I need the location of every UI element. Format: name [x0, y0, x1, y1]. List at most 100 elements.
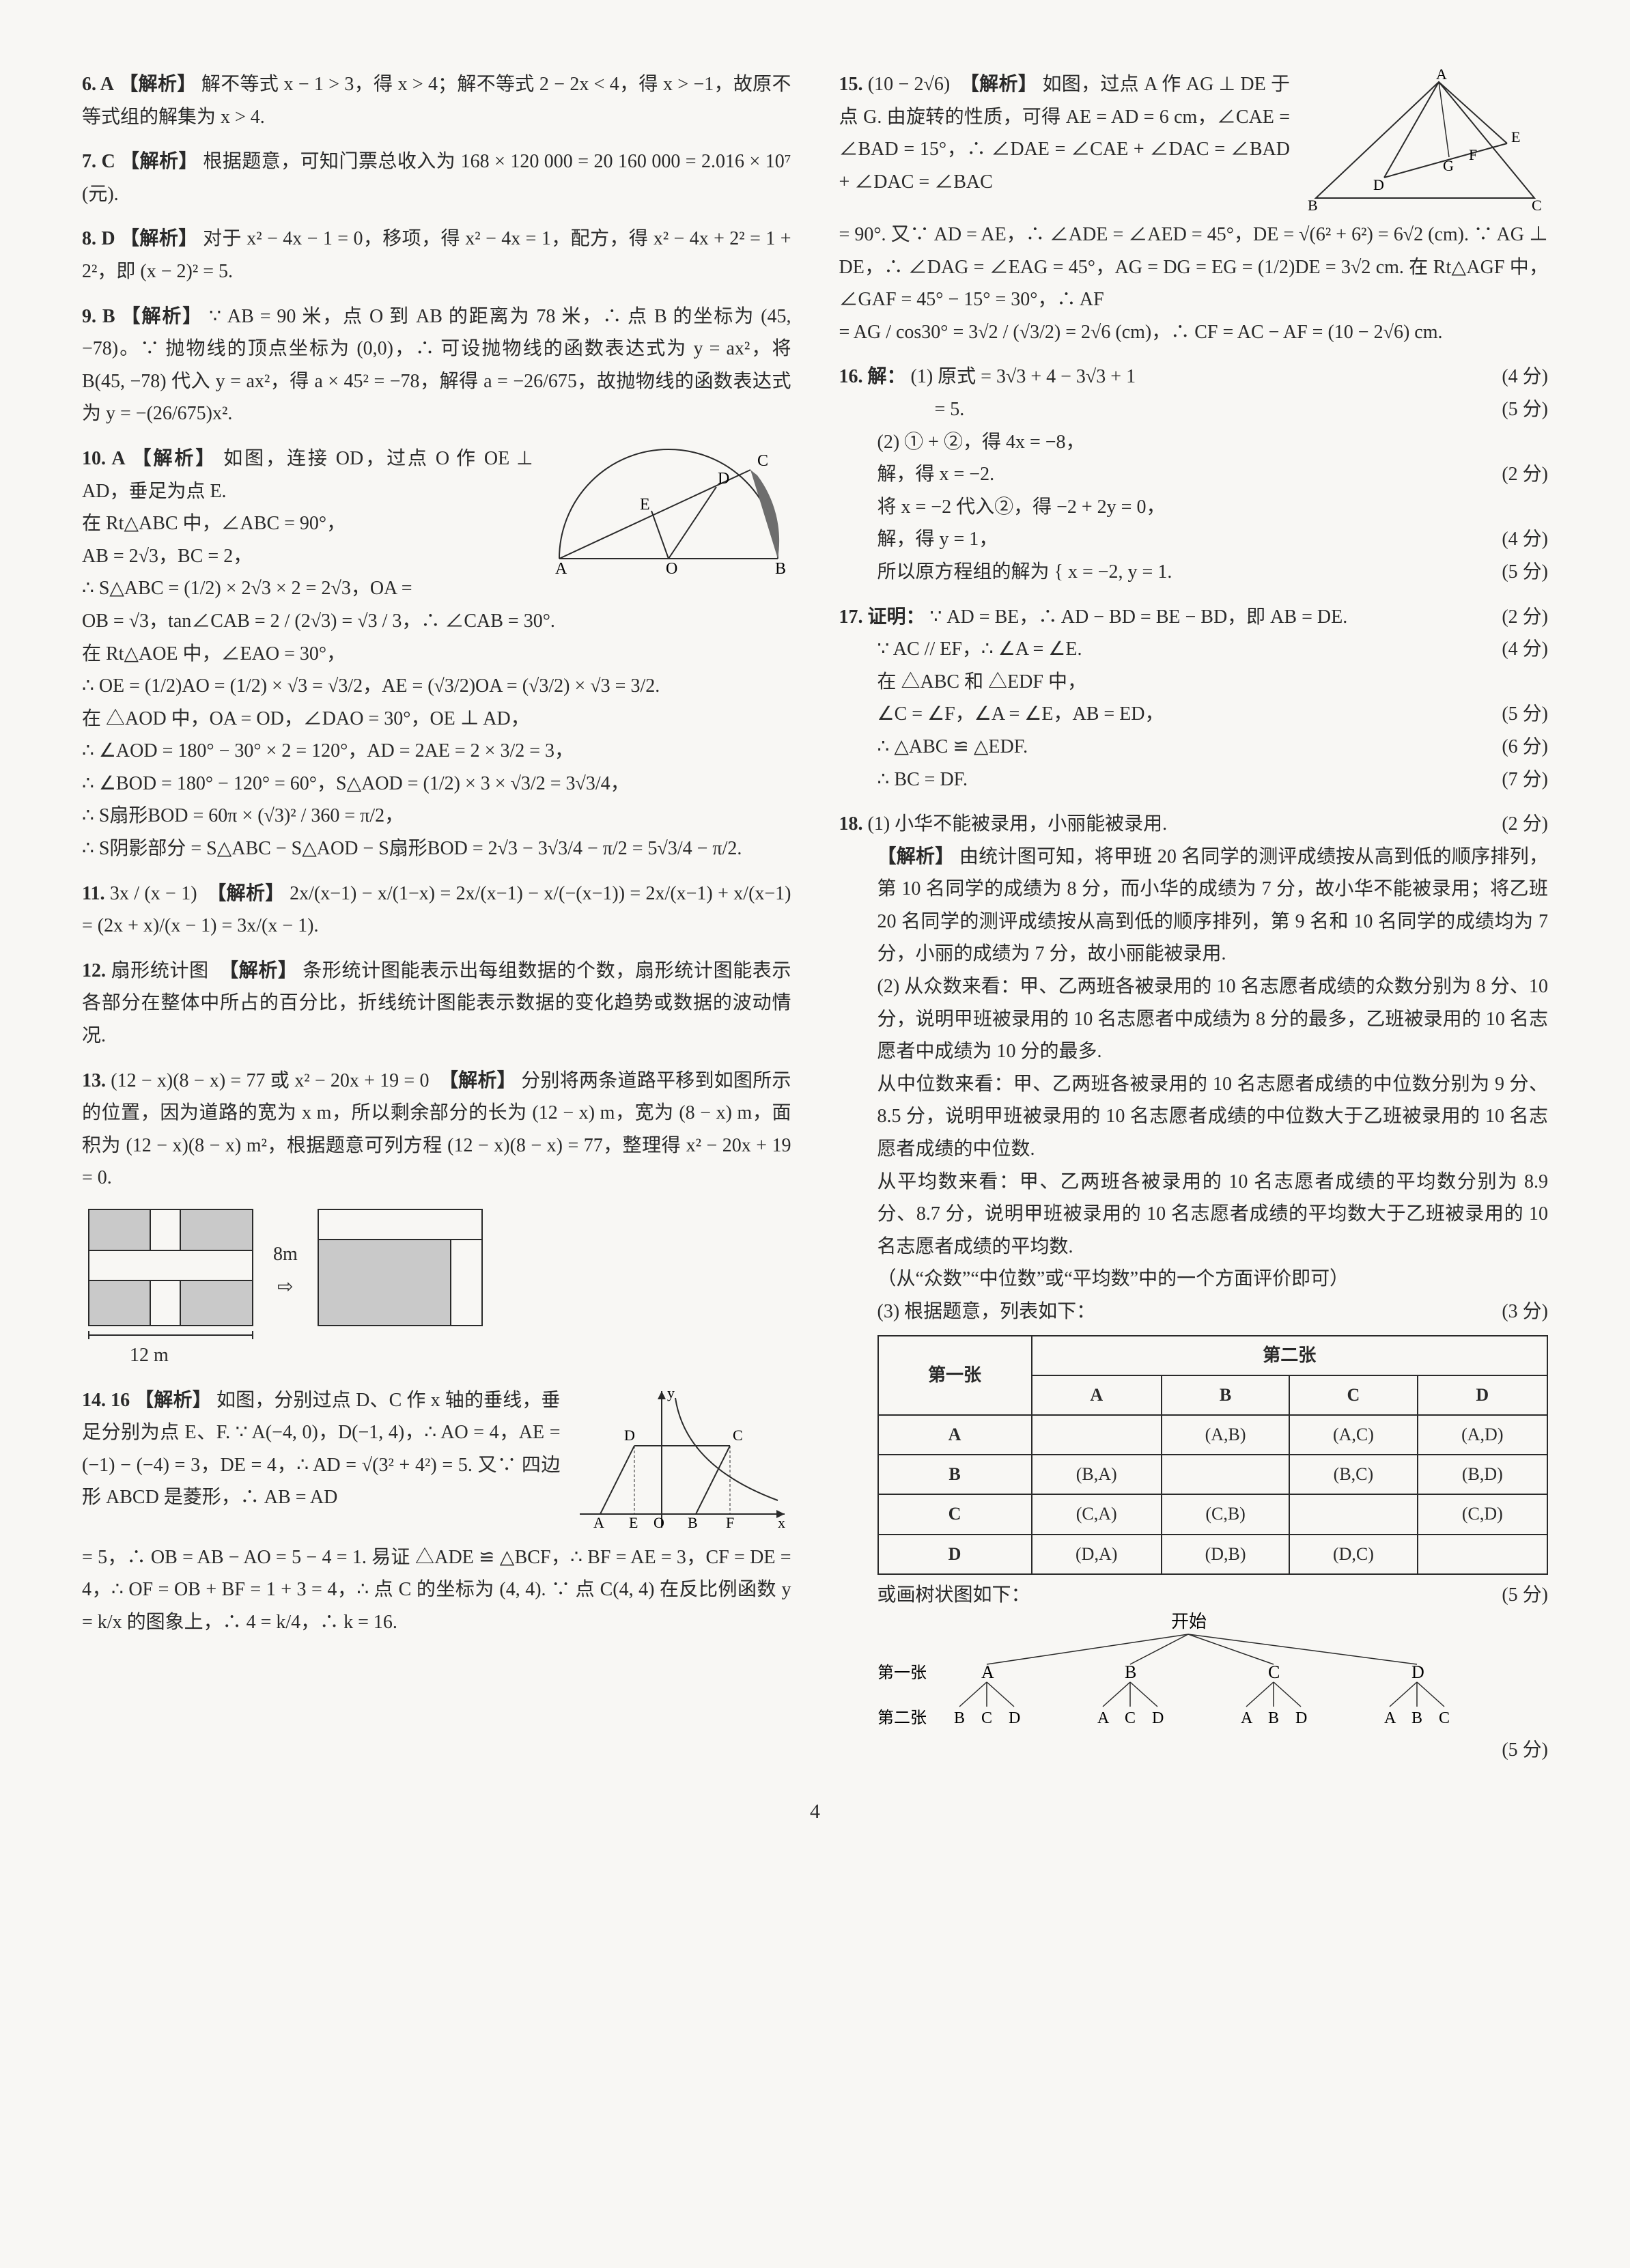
table-header-top: 第二张 [1032, 1336, 1547, 1375]
tree-diagram-icon: 开始 第一张 A B C D 第二张 [877, 1611, 1519, 1734]
q10-diagram: A O B C D E [546, 443, 791, 579]
rect-road-icon [311, 1203, 489, 1339]
q16-l1t: = 5. [877, 399, 965, 420]
table-row: D (D,A) (D,B) (D,C) [878, 1535, 1548, 1574]
table-col: A [1032, 1375, 1162, 1415]
table-row: A (A,B) (A,C) (A,D) [878, 1415, 1548, 1455]
svg-text:B: B [688, 1514, 698, 1531]
svg-text:B: B [1308, 197, 1318, 214]
q13-answer: (12 − x)(8 − x) = 77 或 x² − 20x + 19 = 0 [111, 1070, 429, 1091]
table-row: B (B,A) (B,C) (B,D) [878, 1455, 1548, 1494]
q17-l4s: (6 分) [1502, 731, 1548, 764]
q12-num: 12. [82, 960, 106, 981]
q17-num: 17. 证明： [839, 606, 925, 628]
analysis-tag: 【解析】 [207, 883, 284, 904]
q10-line: ∴ ∠AOD = 180° − 30° × 2 = 120°，AD = 2AE … [82, 735, 791, 768]
q8: 8. D 【解析】 对于 x² − 4x − 1 = 0，移项，得 x² − 4… [82, 223, 791, 288]
q7: 7. C 【解析】 根据题意，可知门票总收入为 168 × 120 000 = … [82, 145, 791, 210]
q16-l6s: (5 分) [1502, 556, 1548, 589]
q10-line: AB = 2√3，BC = 2， [82, 540, 533, 573]
svg-text:第一张: 第一张 [877, 1664, 927, 1682]
tree-root: 开始 [1171, 1612, 1207, 1632]
q17-l0s: (2 分) [1502, 601, 1548, 634]
q6: 6. A 【解析】 解不等式 x − 1 > 3，得 x > 4；解不等式 2 … [82, 68, 791, 133]
q8-num: 8. D [82, 228, 115, 249]
q16-l6t: 所以原方程组的解为 { x = −2, y = 1. [877, 561, 1172, 583]
q15-line: = AG / cos30° = 3√2 / (√3/2) = 2√6 (cm)，… [839, 316, 1549, 349]
q18-analysis: 由统计图可知，将甲班 20 名同学的测评成绩按从高到低的顺序排列，第 10 名同… [877, 846, 1549, 965]
svg-text:B: B [1411, 1709, 1422, 1727]
svg-text:E: E [1511, 128, 1520, 145]
svg-text:O: O [654, 1514, 664, 1531]
svg-text:D: D [1152, 1709, 1164, 1727]
q10-line: ∴ OE = (1/2)AO = (1/2) × √3 = √3/2，AE = … [82, 670, 791, 703]
semicircle-icon: A O B C D E [546, 443, 791, 579]
q13-diagram: 8m ⇨ [82, 1203, 791, 1339]
svg-text:A: A [555, 560, 567, 578]
table-row: C (C,A) (C,B) (C,D) [878, 1494, 1548, 1534]
q16-num: 16. 解： [839, 366, 906, 387]
svg-text:G: G [1443, 157, 1454, 174]
svg-text:C: C [1125, 1709, 1136, 1727]
q16-l3s: (2 分) [1502, 458, 1548, 491]
q18-p2-1: 从中位数来看：甲、乙两班各被录用的 10 名志愿者成绩的中位数分别为 9 分、8… [877, 1068, 1549, 1166]
svg-text:C: C [981, 1709, 992, 1727]
q17: 17. 证明： ∵ AD = BE，∴ AD − BD = BE − BD，即 … [839, 601, 1549, 796]
q16-l5t: 解，得 y = 1， [877, 529, 998, 550]
q17-l5s: (7 分) [1502, 764, 1548, 796]
q18-p2-0: (2) 从众数来看：甲、乙两班各被录用的 10 名志愿者成绩的众数分别为 8 分… [877, 970, 1549, 1068]
q10-line: OB = √3，tan∠CAB = 2 / (2√3) = √3 / 3，∴ ∠… [82, 605, 791, 638]
svg-text:D: D [1009, 1709, 1020, 1727]
q14-num: 14. 16 [82, 1390, 130, 1411]
right-column: 15. (10 − 2√6) 【解析】 如图，过点 A 作 AG ⊥ DE 于点… [839, 68, 1549, 1767]
q17-l3s: (5 分) [1502, 698, 1548, 731]
svg-text:B: B [954, 1709, 965, 1727]
svg-text:C: C [1268, 1662, 1280, 1682]
svg-text:A: A [1241, 1709, 1253, 1727]
q18-intro: (1) 小华不能被录用，小丽能被录用. [868, 813, 1168, 835]
q17-l4t: ∴ △ABC ≌ △EDF. [877, 736, 1028, 757]
q6-num: 6. A [82, 74, 114, 95]
q16-l0s: (4 分) [1502, 361, 1548, 393]
svg-text:D: D [1373, 176, 1384, 193]
q10-line: ∴ ∠BOD = 180° − 120° = 60°，S△AOD = (1/2)… [82, 768, 791, 800]
q16-l3t: 解，得 x = −2. [877, 464, 995, 485]
svg-text:E: E [640, 496, 650, 514]
q17-l1t: ∵ AC // EF，∴ ∠A = ∠E. [877, 639, 1082, 660]
svg-text:C: C [733, 1427, 743, 1444]
q16-l4t: 将 x = −2 代入②，得 −2 + 2y = 0， [877, 496, 1166, 518]
q16-l2t: (2) ① + ②，得 4x = −8， [877, 432, 1085, 453]
q12: 12. 扇形统计图 【解析】 条形统计图能表示出每组数据的个数，扇形统计图能表示… [82, 955, 791, 1052]
page-number: 4 [82, 1794, 1548, 1829]
svg-text:第二张: 第二张 [877, 1709, 927, 1727]
q10-line: ∴ S扇形BOD = 60π × (√3)² / 360 = π/2， [82, 800, 791, 832]
q17-l5t: ∴ BC = DF. [877, 769, 968, 790]
table-col: C [1289, 1375, 1417, 1415]
q18-table: 第一张 第二张 A B C D A (A,B) (A,C) (A,D) [877, 1335, 1549, 1575]
q10-line: ∴ S阴影部分 = S△ABC − S△AOD − S扇形BOD = 2√3 −… [82, 832, 791, 865]
svg-text:D: D [1411, 1662, 1424, 1682]
svg-text:D: D [718, 470, 729, 488]
svg-text:D: D [624, 1427, 635, 1444]
analysis-tag: 【解析】 [439, 1070, 516, 1091]
analysis-tag: 【解析】 [960, 74, 1037, 95]
analysis-tag: 【解析】 [132, 448, 217, 469]
q16-l1s: (5 分) [1502, 393, 1548, 426]
svg-text:C: C [1439, 1709, 1450, 1727]
svg-text:O: O [666, 560, 677, 578]
cross-road-icon [82, 1203, 259, 1339]
triangle-rot-icon: A B C D E F G [1302, 68, 1548, 219]
analysis-tag: 【解析】 [877, 846, 955, 867]
analysis-tag: 【解析】 [219, 960, 298, 981]
q15: 15. (10 − 2√6) 【解析】 如图，过点 A 作 AG ⊥ DE 于点… [839, 68, 1549, 348]
svg-text:E: E [629, 1514, 638, 1531]
svg-text:F: F [1469, 146, 1477, 163]
q18-intro-s: (2 分) [1502, 808, 1548, 841]
q17-l1s: (4 分) [1502, 633, 1548, 666]
left-column: 6. A 【解析】 解不等式 x − 1 > 3，得 x > 4；解不等式 2 … [82, 68, 791, 1767]
q10-line: ∴ S△ABC = (1/2) × 2√3 × 2 = 2√3，OA = [82, 572, 533, 605]
q13-8m: 8m [273, 1244, 298, 1265]
page-columns: 6. A 【解析】 解不等式 x − 1 > 3，得 x > 4；解不等式 2 … [82, 68, 1548, 1767]
svg-text:B: B [1268, 1709, 1279, 1727]
analysis-tag: 【解析】 [120, 228, 198, 249]
